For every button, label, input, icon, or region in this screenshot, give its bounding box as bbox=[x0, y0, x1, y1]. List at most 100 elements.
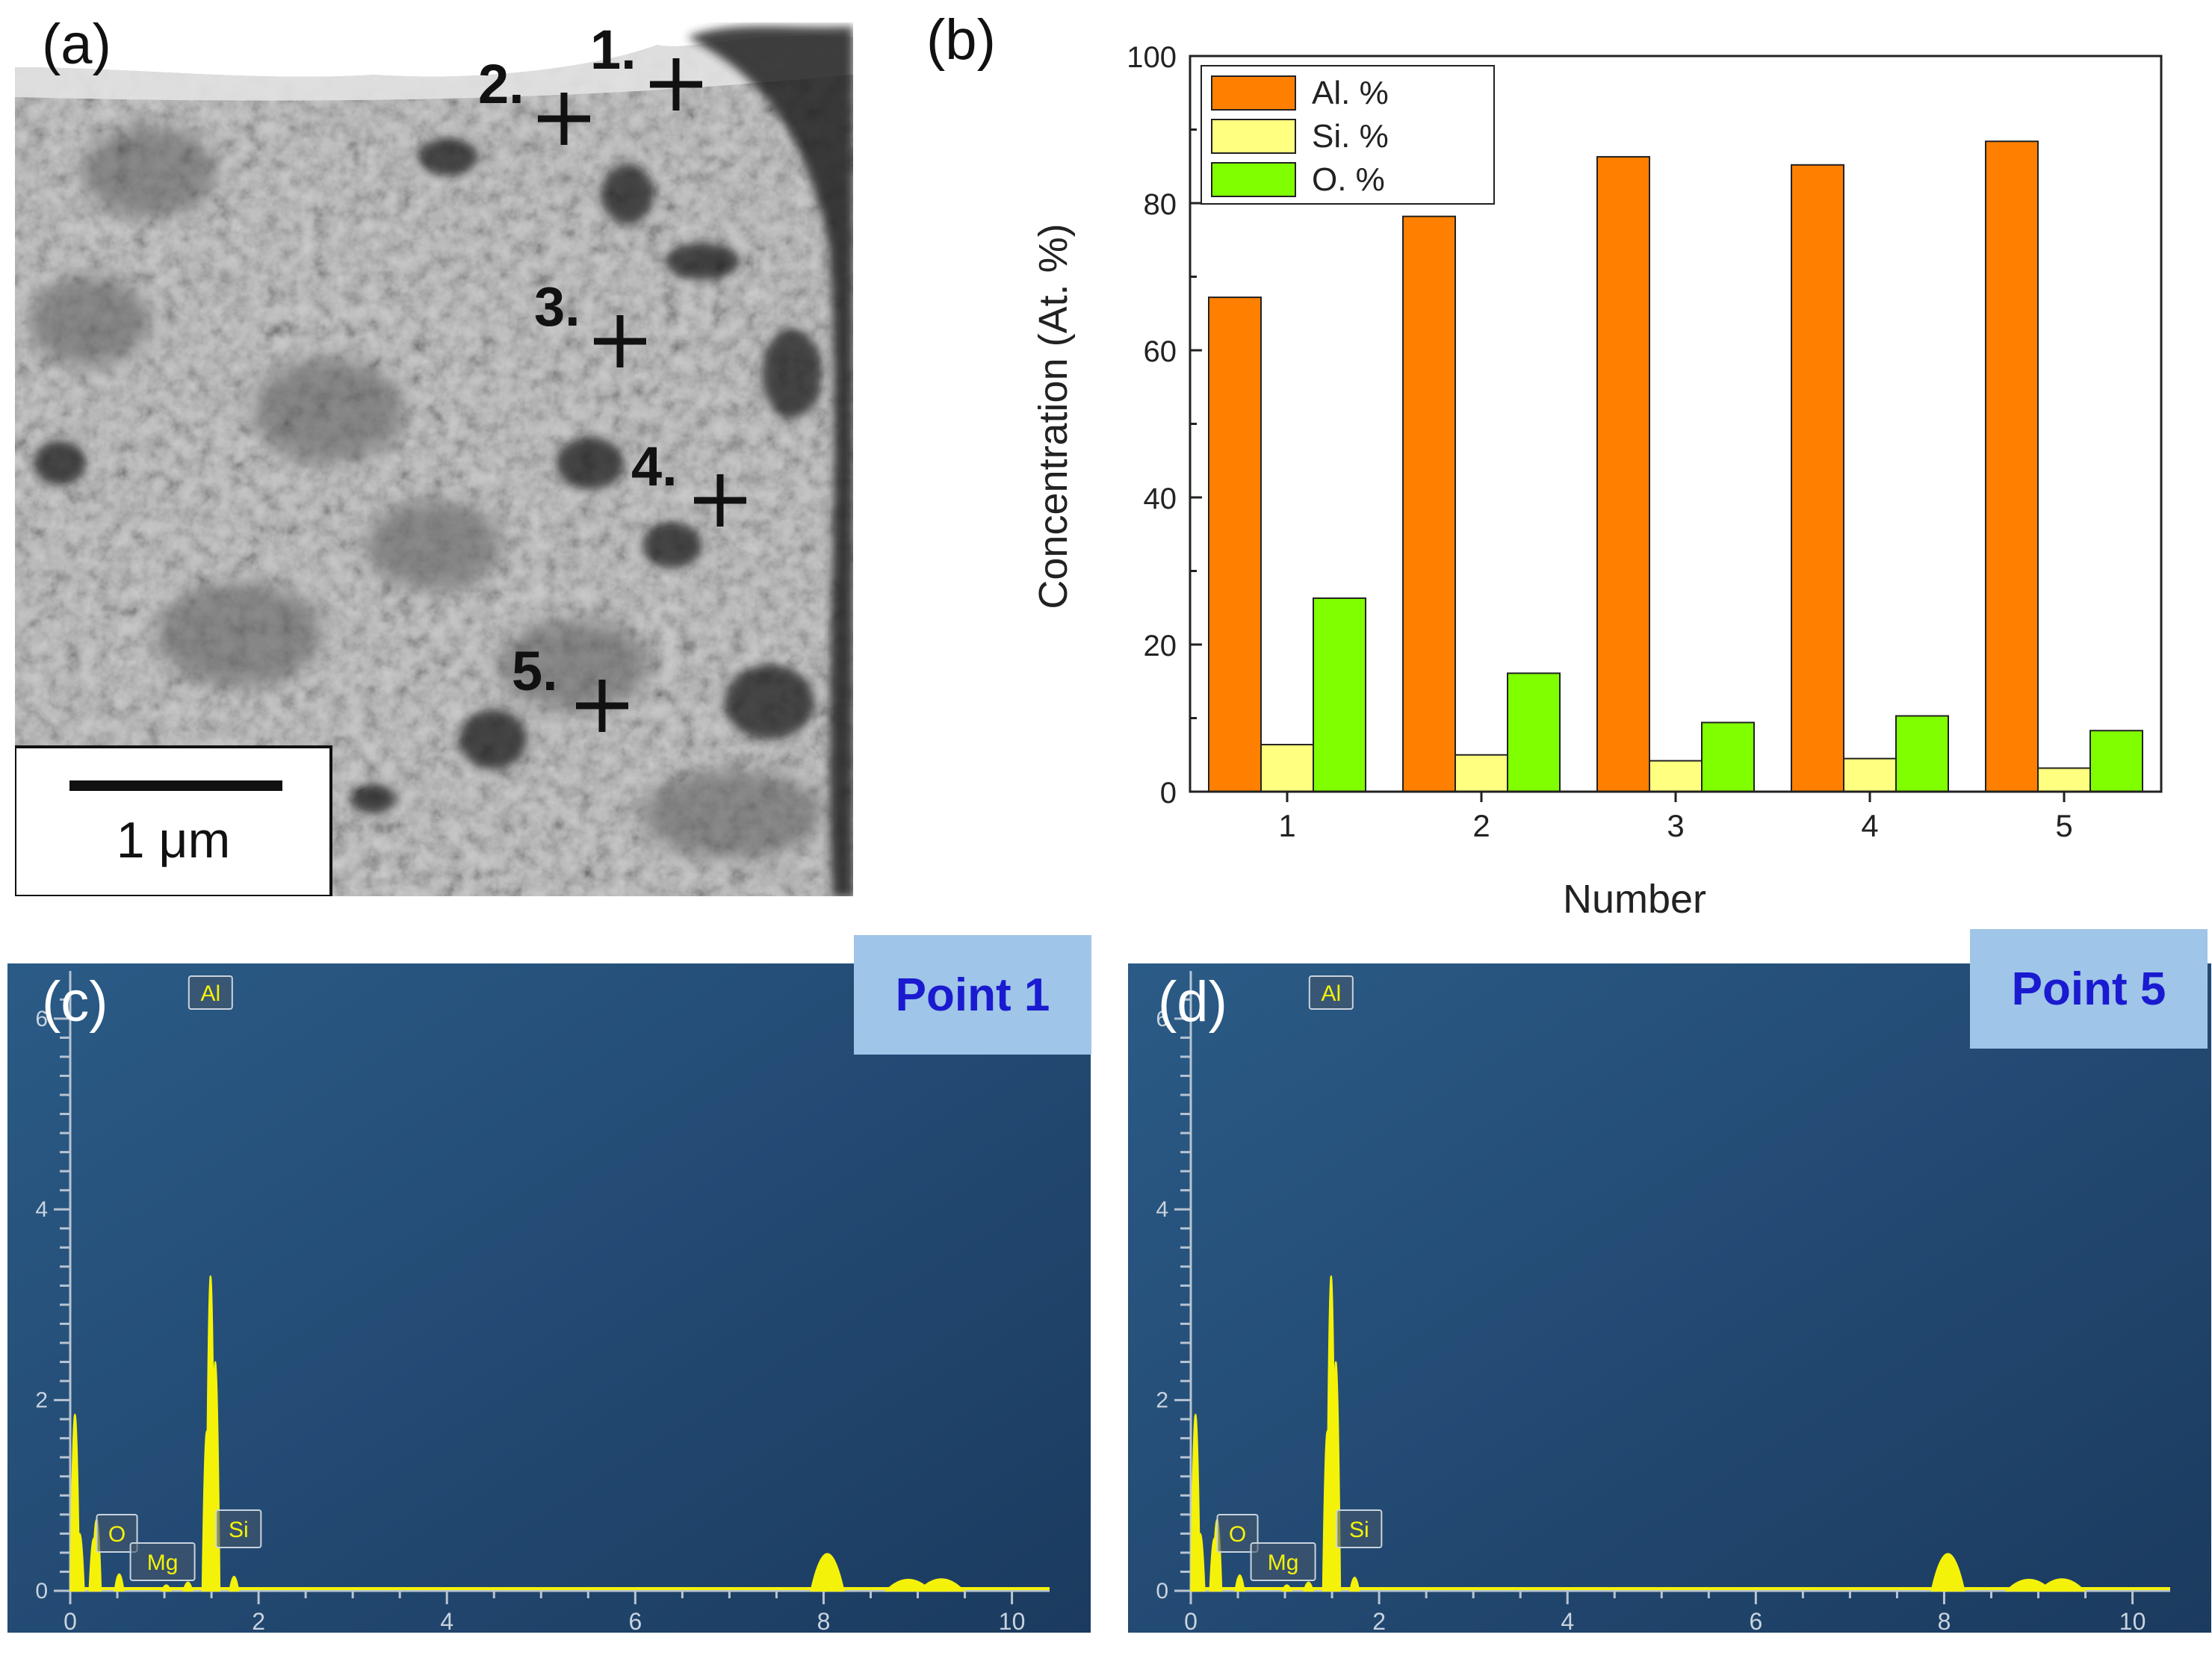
legend-swatch bbox=[1211, 75, 1296, 111]
element-tag-box bbox=[1216, 1514, 1259, 1553]
legend-label: O. % bbox=[1312, 161, 1385, 198]
tem-panel: 1 μm (a) 1. 2. 3. 4. 5. bbox=[15, 13, 853, 896]
element-tag-box bbox=[188, 975, 233, 1010]
panel-label-d: (d) bbox=[1158, 970, 1227, 1034]
x-tick-label: 4 bbox=[440, 1608, 453, 1635]
x-tick-label: 10 bbox=[999, 1608, 1026, 1635]
spectrum-background bbox=[1128, 963, 2211, 1651]
panel-label-a: (a) bbox=[42, 13, 111, 76]
point-label-1: 1. bbox=[590, 19, 636, 81]
legend: Al. % Si. % O. % bbox=[1201, 65, 1495, 205]
bar-o-4 bbox=[1895, 715, 1949, 792]
x-tick-label: 5 bbox=[2055, 808, 2072, 843]
point-label-2: 2. bbox=[478, 53, 524, 115]
x-tick-label: 1 bbox=[1278, 808, 1295, 843]
x-tick-label: 8 bbox=[1938, 1608, 1951, 1635]
scalebar-box bbox=[15, 745, 332, 896]
x-tick-label: 6 bbox=[1749, 1608, 1762, 1635]
bar-o-5 bbox=[2089, 730, 2143, 792]
x-axis-label: Number bbox=[1563, 877, 1706, 922]
bar-o-2 bbox=[1507, 672, 1561, 792]
spectrum-peak bbox=[1930, 1553, 1965, 1592]
legend-label: Si. % bbox=[1312, 118, 1389, 155]
y-axis-label: Concentration (At. %) bbox=[1031, 223, 1076, 609]
element-tag-box bbox=[215, 1509, 262, 1548]
bar-chart: 1 2 3 4 5 0 20 40 60 80 100 Number Concentration (At… bbox=[1031, 41, 2163, 922]
x-tick-label: 0 bbox=[63, 1608, 77, 1635]
element-tag-si: Si bbox=[229, 1518, 249, 1542]
x-tick-label: 4 bbox=[1561, 1608, 1574, 1635]
element-tag-box bbox=[1336, 1509, 1383, 1548]
bar-si-3 bbox=[1649, 760, 1703, 793]
y-tick-label: 6 bbox=[35, 1007, 48, 1031]
bar-chart-panel: (b) 1 2 3 4 5 0 20 40 60 80 100 Number Concentration… bbox=[867, 0, 2212, 934]
legend-label: Al. % bbox=[1312, 75, 1389, 111]
spectrum-peak bbox=[114, 1573, 125, 1592]
y-tick-label: 0 bbox=[1156, 1579, 1168, 1604]
spectrum-bottom-margin bbox=[7, 1633, 1091, 1662]
bar-al-5 bbox=[1985, 140, 2039, 792]
y-tick-label: 4 bbox=[35, 1197, 48, 1222]
spectrum-c: 0 2 4 6 0 2 4 6 8 10 Al O Mg Si bbox=[7, 963, 1091, 1662]
element-tag-box bbox=[96, 1514, 138, 1553]
spectrum-peak bbox=[1234, 1574, 1245, 1592]
y-tick-label: 60 bbox=[1144, 335, 1177, 368]
element-tag-o: O bbox=[1229, 1522, 1246, 1547]
point-markers bbox=[538, 58, 746, 732]
element-tag-al: Al bbox=[200, 981, 220, 1006]
y-tick-label: 80 bbox=[1144, 188, 1177, 221]
y-tick-label: 6 bbox=[1156, 1007, 1168, 1031]
spectrum-peak bbox=[1195, 1533, 1206, 1592]
bar-si-4 bbox=[1843, 757, 1897, 792]
x-tick-label: 4 bbox=[1861, 808, 1878, 843]
y-tick-label: 0 bbox=[1160, 777, 1177, 810]
y-tick-label: 0 bbox=[35, 1579, 48, 1604]
y-tick-label: 100 bbox=[1127, 41, 1177, 74]
element-tag-o: O bbox=[108, 1522, 126, 1547]
y-tick-label: 2 bbox=[1156, 1388, 1168, 1413]
x-tick-label: 0 bbox=[1184, 1608, 1198, 1635]
panel-label-b: (b) bbox=[926, 8, 996, 72]
point-label-4: 4. bbox=[631, 435, 678, 497]
spectrum-peak bbox=[74, 1533, 85, 1592]
bar-si-1 bbox=[1260, 743, 1314, 793]
scalebar bbox=[69, 780, 282, 791]
x-tick-label: 3 bbox=[1667, 808, 1684, 843]
tem-image: 1 μm bbox=[15, 22, 853, 896]
x-tick-label: 6 bbox=[628, 1608, 642, 1635]
bar-al-2 bbox=[1402, 215, 1456, 793]
legend-swatch bbox=[1211, 119, 1296, 154]
x-tick-label: 2 bbox=[1472, 808, 1490, 843]
scalebar-text: 1 μm bbox=[117, 812, 231, 869]
spectrum-bottom-margin bbox=[1128, 1633, 2211, 1662]
y-tick-label: 20 bbox=[1144, 630, 1177, 662]
legend-swatch bbox=[1211, 162, 1296, 197]
element-tag-mg: Mg bbox=[147, 1550, 179, 1575]
bar-al-4 bbox=[1791, 164, 1844, 792]
spectrum-background bbox=[7, 963, 1091, 1651]
spectrum-panel-d: 0 2 4 6 0 2 4 6 8 10 Al O Mg Si Point 5 (d) bbox=[1128, 929, 2211, 1662]
y-tick-label: 40 bbox=[1144, 482, 1177, 515]
bar-si-5 bbox=[2037, 767, 2091, 792]
bar-o-3 bbox=[1701, 721, 1755, 792]
x-tick-label: 2 bbox=[1372, 1608, 1386, 1635]
x-tick-label: 8 bbox=[817, 1608, 831, 1635]
x-tick-label: 10 bbox=[2119, 1608, 2146, 1635]
spectrum-panel-c: 0 2 4 6 0 2 4 6 8 10 Al O Mg Si Point 1 (c) bbox=[7, 935, 1091, 1662]
x-tick-label: 2 bbox=[252, 1608, 265, 1635]
spectrum-d: 0 2 4 6 0 2 4 6 8 10 Al O Mg Si bbox=[1128, 963, 2211, 1662]
point-label-5: 5. bbox=[512, 640, 558, 702]
point-label-3: 3. bbox=[534, 276, 580, 338]
element-tag-al: Al bbox=[1321, 981, 1341, 1006]
element-tag-box bbox=[129, 1542, 196, 1581]
element-tag-box bbox=[1250, 1542, 1316, 1581]
bar-al-3 bbox=[1596, 155, 1650, 792]
bar-o-1 bbox=[1313, 597, 1366, 792]
panel-label-c: (c) bbox=[42, 970, 108, 1034]
bar-si-2 bbox=[1454, 754, 1508, 792]
point-tag-c: Point 1 bbox=[854, 935, 1091, 1055]
spectrum-peak bbox=[810, 1553, 845, 1592]
y-tick-label: 4 bbox=[1156, 1197, 1168, 1222]
point-tag-d: Point 5 bbox=[1970, 929, 2208, 1049]
element-tag-box bbox=[1308, 975, 1354, 1010]
